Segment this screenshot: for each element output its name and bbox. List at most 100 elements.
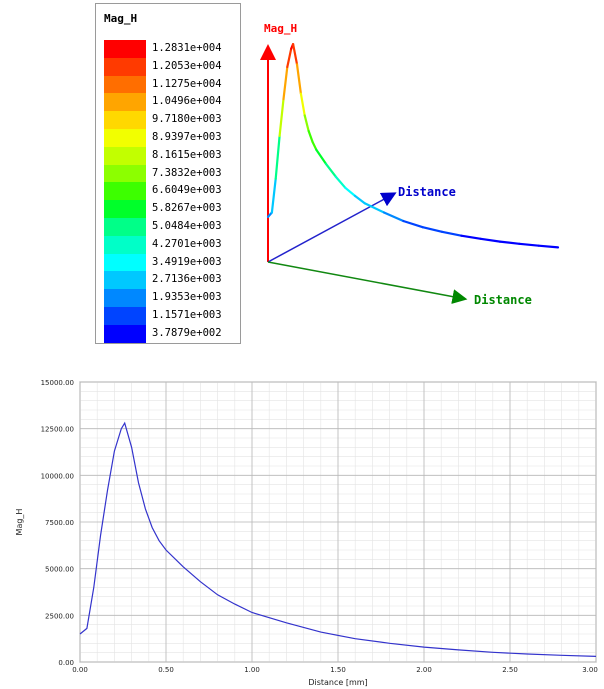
legend-entry: 1.0496e+004	[104, 93, 236, 112]
curve-segment	[537, 244, 560, 249]
x-tick-label: 0.50	[158, 666, 174, 674]
legend-entry: 5.8267e+003	[104, 200, 236, 219]
legend-swatch	[104, 289, 146, 308]
curve-segment	[303, 114, 310, 133]
curve-segment	[479, 237, 502, 243]
y-axis	[267, 192, 397, 263]
legend-entry: 7.3832e+003	[104, 164, 236, 183]
legend-entry: 3.4919e+003	[104, 253, 236, 272]
curve-segment	[518, 242, 540, 247]
curve-segment	[278, 97, 285, 138]
legend-swatch	[104, 200, 146, 219]
legend-label: 8.1615e+003	[152, 148, 222, 161]
legend-swatch	[104, 57, 146, 76]
legend-swatch	[104, 235, 146, 254]
legend-swatch	[104, 218, 146, 236]
legend-label: 1.0496e+004	[152, 95, 222, 108]
x-tick-labels: 0.00 0.50 1.00 1.50 2.00 2.50 3.00	[72, 666, 598, 674]
legend-swatch	[104, 146, 146, 165]
x-tick-label: 0.00	[72, 666, 88, 674]
legend-swatch	[104, 75, 146, 94]
x-tick-label: 3.00	[582, 666, 598, 674]
x-axis-title: Distance [mm]	[308, 678, 367, 687]
legend-swatch	[104, 253, 146, 272]
legend-entry: 1.1571e+003	[104, 307, 236, 325]
legend-title: Mag_H	[104, 12, 138, 25]
curve-segment	[344, 186, 357, 197]
y-tick-label: 2500.00	[45, 612, 74, 620]
legend-label: 5.8267e+003	[152, 202, 222, 215]
curve-segment	[382, 211, 405, 223]
z-axis-label: Mag_H	[264, 22, 297, 35]
legend-swatch	[104, 111, 146, 130]
legend-swatch	[104, 307, 146, 325]
legend-label: 3.4919e+003	[152, 255, 222, 268]
curve-segment	[334, 175, 347, 189]
curve-segment	[460, 234, 482, 240]
legend-label: 4.2701e+003	[152, 237, 222, 250]
curve-segment	[282, 65, 289, 101]
legend-entry: 1.2053e+004	[104, 57, 236, 76]
major-grid	[79, 381, 597, 663]
x-tick-label: 2.00	[416, 666, 432, 674]
y-tick-labels: 0.00 2500.00 5000.00 7500.00 10000.00 12500.0…	[41, 379, 74, 667]
y-tick-label: 5000.00	[45, 566, 74, 574]
y-tick-label: 12500.00	[41, 426, 74, 434]
curve-segment	[311, 140, 318, 151]
legend-entry: 1.2831e+004	[104, 40, 236, 58]
curve-segment	[440, 230, 463, 237]
curve-segment	[274, 134, 281, 180]
line-chart: 0.00 2500.00 5000.00 7500.00 10000.00 12500.0…	[15, 379, 598, 687]
legend-entry: 6.6049e+003	[104, 182, 236, 201]
legend-swatch	[104, 324, 146, 343]
curve-segment	[315, 148, 328, 165]
curve-segment	[270, 177, 277, 214]
legend-entry: 3.7879e+002	[104, 324, 236, 343]
curve-segment	[295, 63, 303, 95]
x-axis-label: Distance	[474, 293, 532, 307]
legend-label: 1.2053e+004	[152, 59, 222, 72]
legend-label: 1.1571e+003	[152, 309, 222, 321]
legend-swatch	[104, 93, 146, 112]
y-tick-label: 15000.00	[41, 379, 74, 387]
y-tick-label: 7500.00	[45, 519, 74, 527]
color-legend: Mag_H 1.2831e+004 1.2053e+004 1.1275e+004 1…	[95, 3, 241, 344]
legend-swatch	[104, 129, 146, 147]
field-3d-plot: Mag_H Distance Distance	[260, 22, 560, 307]
curve-segment	[324, 162, 337, 178]
legend-label: 6.6049e+003	[152, 184, 222, 197]
field-curve-3d	[266, 42, 560, 249]
legend-label: 2.7136e+003	[152, 273, 222, 286]
curve-segment	[353, 194, 366, 205]
legend-label: 3.7879e+002	[152, 326, 222, 339]
curve-segment	[286, 47, 293, 69]
curve-segment	[363, 202, 386, 214]
legend-swatch	[104, 182, 146, 201]
curve-segment	[291, 42, 299, 66]
legend-entry: 5.0484e+003	[104, 218, 236, 236]
legend-label: 7.3832e+003	[152, 166, 222, 179]
legend-label: 1.9353e+003	[152, 291, 222, 304]
y-tick-label: 10000.00	[41, 472, 74, 480]
legend-entry: 9.7180e+003	[104, 111, 236, 130]
legend-label: 1.2831e+004	[152, 42, 222, 54]
legend-entry: 1.1275e+004	[104, 75, 236, 94]
x-tick-label: 2.50	[502, 666, 518, 674]
legend-entry: 1.9353e+003	[104, 289, 236, 308]
legend-swatch	[104, 164, 146, 183]
legend-label: 9.7180e+003	[152, 113, 222, 126]
y-axis-label: Distance	[398, 185, 456, 199]
curve-segment	[299, 92, 306, 117]
x-axis	[267, 261, 468, 304]
legend-swatch	[104, 40, 146, 58]
legend-label: 5.0484e+003	[152, 220, 222, 232]
x-tick-label: 1.00	[244, 666, 260, 674]
legend-label: 1.1275e+004	[152, 77, 222, 90]
curve-segment	[307, 129, 314, 143]
curve-segment	[498, 240, 521, 245]
legend-entry: 2.7136e+003	[104, 271, 236, 290]
legend-entry: 8.9397e+003	[104, 129, 236, 147]
legend-swatch	[104, 271, 146, 290]
legend-entry: 8.1615e+003	[104, 146, 236, 165]
curve-segment	[421, 226, 444, 233]
